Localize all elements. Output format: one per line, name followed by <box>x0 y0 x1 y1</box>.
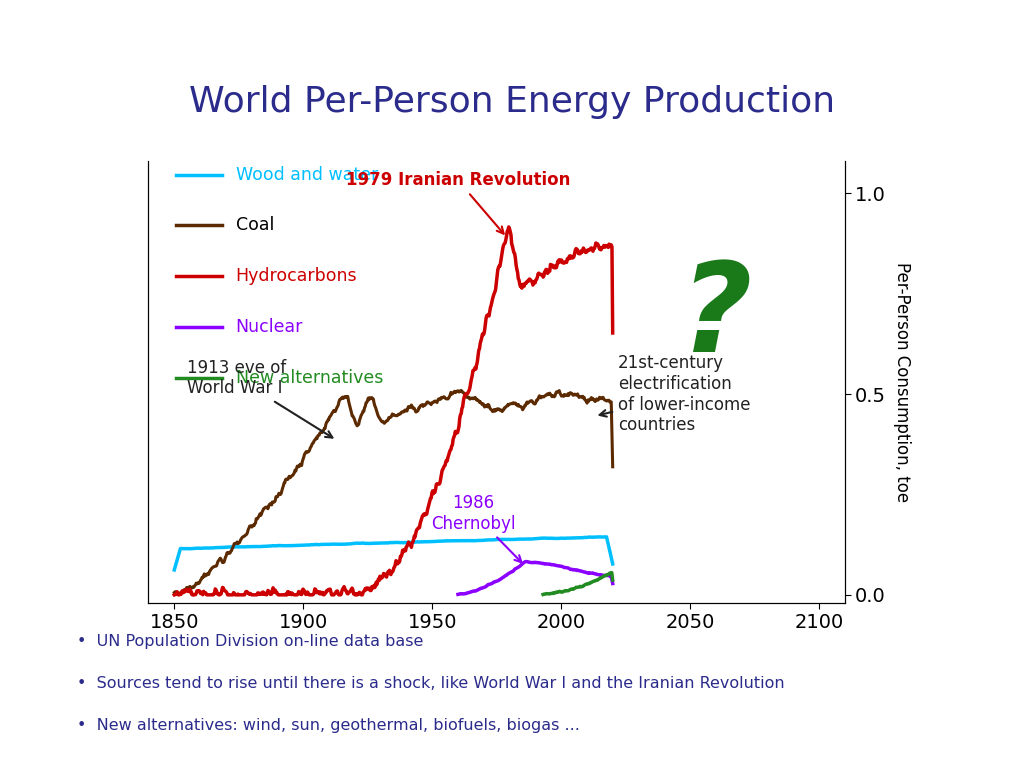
Text: Hydrocarbons: Hydrocarbons <box>236 267 357 285</box>
Text: 1913 eve of
World War I: 1913 eve of World War I <box>187 359 333 438</box>
Text: ?: ? <box>680 257 752 379</box>
Text: •  Sources tend to rise until there is a shock, like World War I and the Iranian: • Sources tend to rise until there is a … <box>77 676 784 691</box>
Text: Coal: Coal <box>236 217 273 234</box>
Y-axis label: Per-Person Consumption, toe: Per-Person Consumption, toe <box>893 262 911 502</box>
Text: 1986
Chernobyl: 1986 Chernobyl <box>431 494 521 562</box>
Text: •  New alternatives: wind, sun, geothermal, biofuels, biogas ...: • New alternatives: wind, sun, geotherma… <box>77 718 580 733</box>
Text: World Per-Person Energy Production: World Per-Person Energy Production <box>189 85 835 119</box>
Text: Wood and water: Wood and water <box>236 166 378 184</box>
Text: Nuclear: Nuclear <box>236 318 303 336</box>
Text: •  UN Population Division on-line data base: • UN Population Division on-line data ba… <box>77 634 423 649</box>
Text: 21st-century
electrification
of lower-income
countries: 21st-century electrification of lower-in… <box>600 354 751 435</box>
Text: New alternatives: New alternatives <box>236 369 383 386</box>
Text: 1979 Iranian Revolution: 1979 Iranian Revolution <box>346 171 570 233</box>
